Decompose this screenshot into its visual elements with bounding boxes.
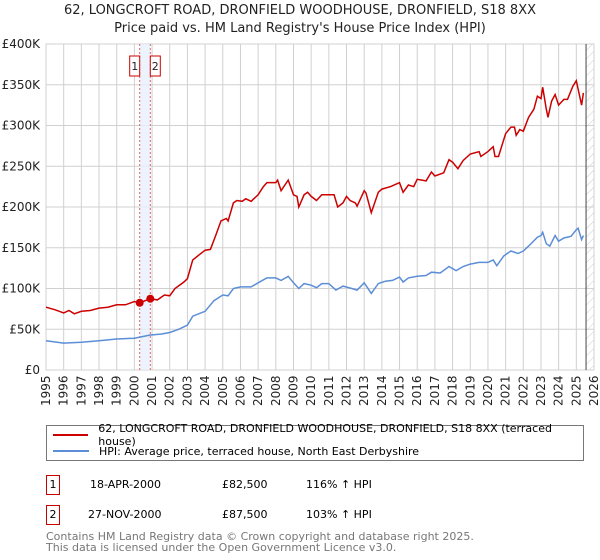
- y-tick-label: £0: [25, 363, 40, 377]
- x-tick-label: 2020: [481, 375, 495, 406]
- x-tick-label: 2025: [569, 375, 583, 406]
- x-tick-label: 2002: [163, 375, 177, 406]
- x-tick-label: 2023: [534, 375, 548, 406]
- x-tick-label: 2007: [251, 375, 265, 406]
- x-tick-label: 1997: [74, 375, 88, 406]
- x-tick-label: 2026: [587, 375, 600, 406]
- x-tick-label: 2018: [446, 375, 460, 406]
- sale-period-band: [139, 44, 151, 370]
- sale-marker-badge: 2: [46, 505, 60, 525]
- sale-marker-box: [129, 55, 141, 77]
- y-tick-label: £200K: [2, 200, 42, 214]
- sale-hpi-diff: 103% ↑ HPI: [306, 508, 372, 521]
- legend-item-property: 62, LONGCROFT ROAD, DRONFIELD WOODHOUSE,…: [53, 422, 583, 448]
- x-tick-label: 1996: [57, 375, 71, 406]
- footer-copyright: Contains HM Land Registry data © Crown c…: [46, 530, 474, 543]
- x-tick-label: 2005: [216, 375, 230, 406]
- legend-item-hpi: HPI: Average price, terraced house, Nort…: [53, 443, 419, 459]
- sale-marker-label: 1: [131, 60, 138, 73]
- price-chart: 1995 1996 1997 1998 1999 2000 2001 2002 2003 2004…: [2, 37, 600, 406]
- x-tick-label: 2022: [516, 375, 530, 406]
- legend-swatch: [53, 434, 89, 436]
- sale-marker-badge: 1: [46, 475, 60, 495]
- x-tick-label: 1999: [110, 375, 124, 406]
- x-tick-label: 2024: [552, 375, 566, 406]
- x-tick-label: 2017: [428, 375, 442, 406]
- y-tick-label: £400K: [2, 37, 42, 51]
- sale-price: £82,500: [222, 478, 268, 491]
- x-tick-label: 2010: [304, 375, 318, 406]
- x-tick-label: 1998: [92, 375, 106, 406]
- x-tick-label: 2019: [463, 375, 477, 406]
- x-tick-label: 2011: [322, 375, 336, 406]
- y-tick-label: £300K: [2, 119, 42, 133]
- sale-price: £87,500: [222, 508, 268, 521]
- legend-label: HPI: Average price, terraced house, Nort…: [99, 444, 420, 458]
- x-tick-label: 2014: [375, 375, 389, 406]
- x-tick-label: 2004: [198, 375, 212, 406]
- sale-hpi-diff: 116% ↑ HPI: [306, 478, 372, 491]
- x-tick-label: 1995: [39, 375, 53, 406]
- y-tick-label: £150K: [2, 241, 42, 255]
- chart-subtitle: Price paid vs. HM Land Registry's House …: [114, 21, 486, 36]
- footer-licence: This data is licensed under the Open Gov…: [46, 541, 397, 554]
- x-tick-label: 2015: [393, 375, 407, 406]
- sale-point: [146, 294, 155, 303]
- sale-date: 27-NOV-2000: [88, 508, 162, 521]
- x-tick-label: 2009: [286, 375, 300, 406]
- x-tick-label: 2021: [499, 375, 513, 406]
- x-tick-label: 2008: [269, 375, 283, 406]
- sale-date: 18-APR-2000: [90, 478, 162, 491]
- x-tick-label: 2013: [357, 375, 371, 406]
- sale-point: [135, 298, 144, 307]
- sale-marker-box: [149, 55, 161, 77]
- y-tick-label: £50K: [9, 322, 41, 336]
- y-tick-label: £250K: [2, 159, 42, 173]
- series-line: [45, 226, 585, 344]
- x-tick-label: 2012: [340, 375, 354, 406]
- legend: 62, LONGCROFT ROAD, DRONFIELD WOODHOUSE,…: [46, 422, 584, 461]
- chart-title: 62, LONGCROFT ROAD, DRONFIELD WOODHOUSE,…: [63, 3, 537, 18]
- x-tick-label: 2001: [145, 375, 159, 406]
- x-tick-label: 2006: [233, 375, 247, 406]
- sale-marker-label: 2: [152, 60, 159, 73]
- y-tick-label: £100K: [2, 282, 42, 296]
- legend-swatch: [53, 450, 89, 452]
- y-tick-label: £350K: [2, 78, 42, 92]
- x-tick-label: 2000: [127, 375, 141, 406]
- x-tick-label: 2003: [180, 375, 194, 406]
- legend-label: 62, LONGCROFT ROAD, DRONFIELD WOODHOUSE,…: [98, 422, 552, 448]
- series-line: [45, 78, 585, 315]
- x-tick-label: 2016: [410, 375, 424, 406]
